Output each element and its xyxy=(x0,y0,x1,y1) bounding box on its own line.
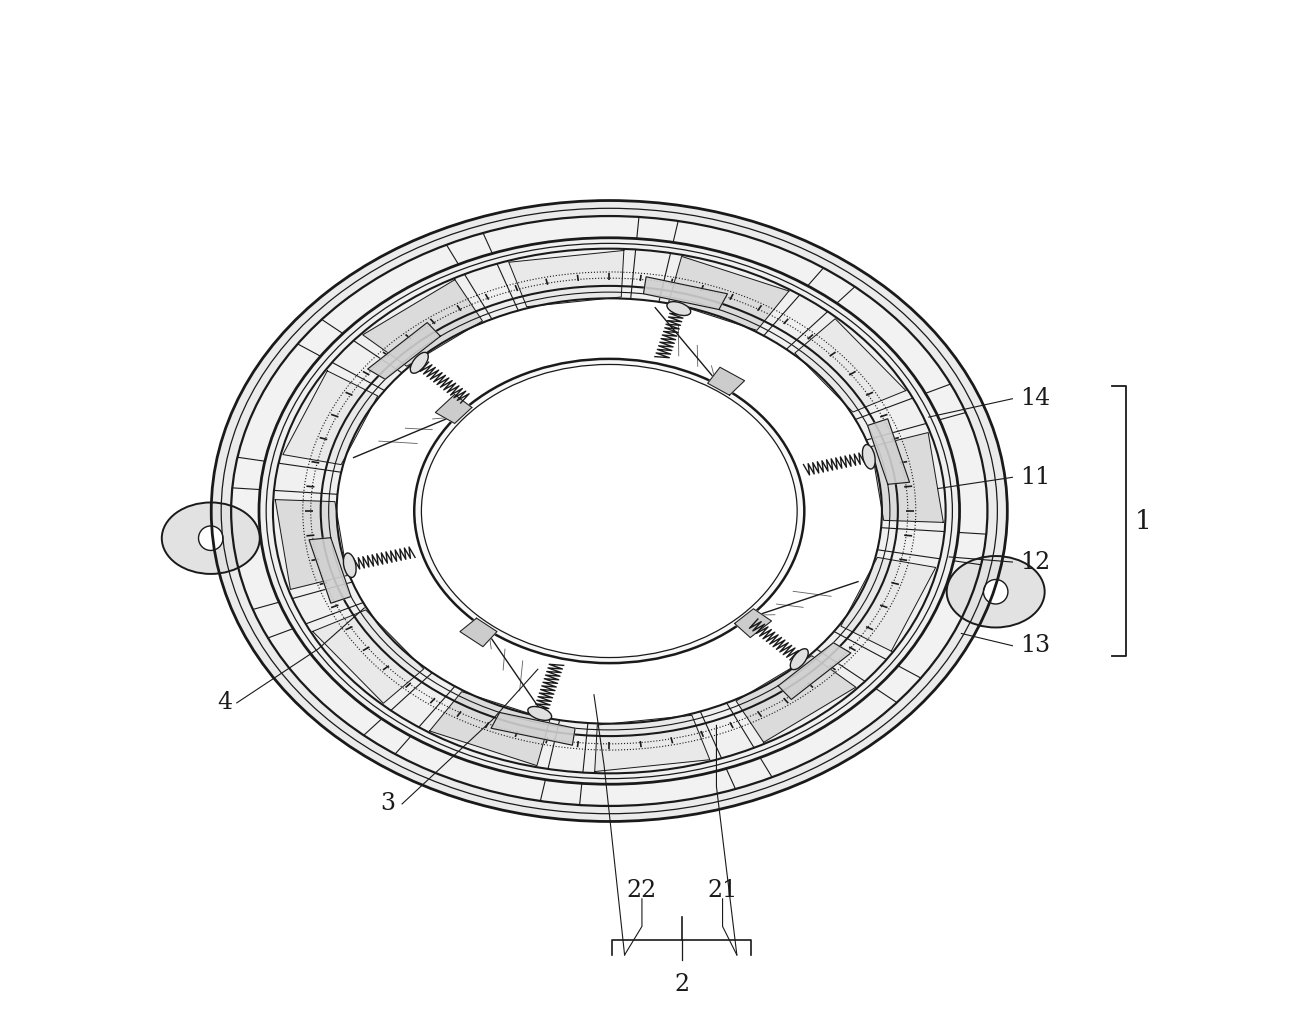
Polygon shape xyxy=(595,715,710,772)
Polygon shape xyxy=(283,371,378,465)
Text: 21: 21 xyxy=(707,879,738,902)
Ellipse shape xyxy=(161,503,259,574)
Polygon shape xyxy=(868,419,909,484)
Polygon shape xyxy=(362,280,482,366)
Polygon shape xyxy=(668,257,789,330)
Ellipse shape xyxy=(259,238,960,784)
Polygon shape xyxy=(871,432,943,522)
Text: 1: 1 xyxy=(1135,509,1152,533)
Polygon shape xyxy=(737,656,855,742)
Circle shape xyxy=(983,579,1007,604)
Ellipse shape xyxy=(422,365,797,657)
Polygon shape xyxy=(312,610,423,703)
Text: 4: 4 xyxy=(217,691,232,714)
Polygon shape xyxy=(508,250,624,307)
Ellipse shape xyxy=(414,359,805,663)
Text: 11: 11 xyxy=(1020,466,1050,489)
Ellipse shape xyxy=(947,556,1045,628)
Polygon shape xyxy=(275,500,347,590)
Polygon shape xyxy=(436,394,472,423)
Polygon shape xyxy=(368,323,440,379)
Polygon shape xyxy=(734,609,771,638)
Polygon shape xyxy=(708,367,744,396)
Ellipse shape xyxy=(528,706,552,721)
Polygon shape xyxy=(461,618,497,647)
Polygon shape xyxy=(795,319,906,412)
Text: 12: 12 xyxy=(1020,551,1050,573)
Polygon shape xyxy=(778,643,851,699)
Text: 14: 14 xyxy=(1020,387,1050,410)
Circle shape xyxy=(199,526,223,551)
Ellipse shape xyxy=(863,445,875,469)
Ellipse shape xyxy=(410,353,428,373)
Text: 3: 3 xyxy=(381,792,395,816)
Polygon shape xyxy=(644,277,728,310)
Ellipse shape xyxy=(231,216,987,806)
Text: 2: 2 xyxy=(675,973,689,996)
Polygon shape xyxy=(310,538,351,603)
Polygon shape xyxy=(430,692,550,765)
Polygon shape xyxy=(491,712,575,745)
Ellipse shape xyxy=(212,200,1007,822)
Ellipse shape xyxy=(791,649,809,669)
Ellipse shape xyxy=(337,298,882,724)
Ellipse shape xyxy=(343,553,356,577)
Text: 13: 13 xyxy=(1020,635,1050,657)
Ellipse shape xyxy=(667,301,690,316)
Polygon shape xyxy=(841,557,935,651)
Text: 22: 22 xyxy=(627,879,657,902)
